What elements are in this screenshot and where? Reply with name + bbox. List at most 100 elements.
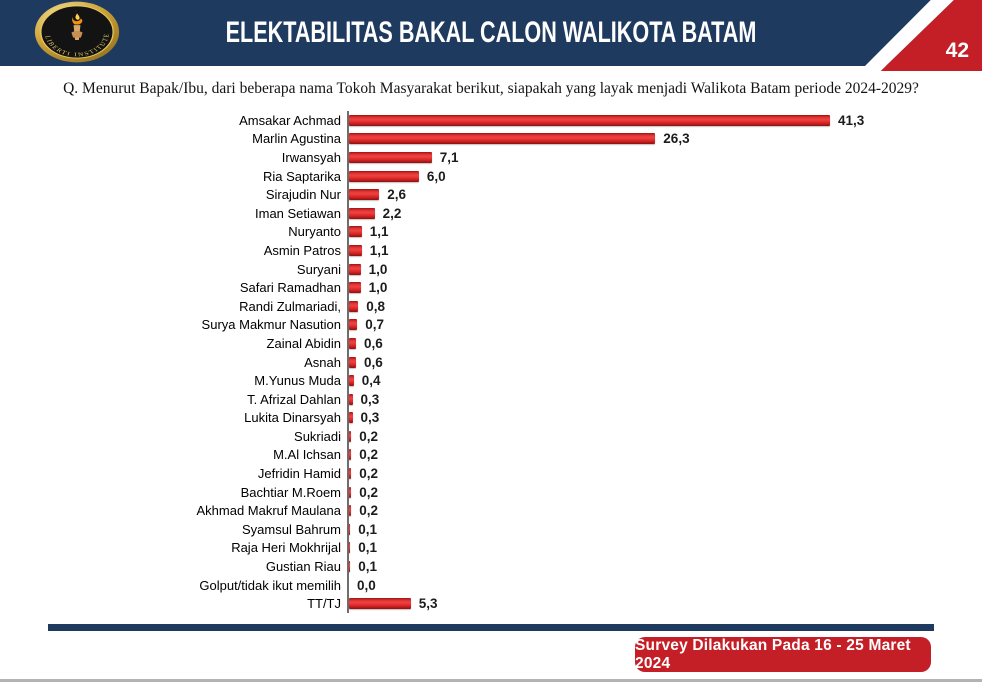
bar-track: 6,0 (347, 166, 982, 186)
bar-track: 0,2 (347, 501, 982, 521)
chart-row: Ria Saptarika 6,0 (0, 166, 982, 186)
category-label: Nuryanto (288, 224, 341, 240)
category-label: Sirajudin Nur (265, 187, 341, 203)
bar (349, 598, 411, 610)
bar-track: 0,6 (347, 352, 982, 372)
category-label: Golput/tidak ikut memilih (199, 577, 341, 593)
category-label: Gustian Riau (265, 559, 341, 575)
category-label: M.Al Ichsan (273, 447, 341, 463)
chart-row: Raja Heri Mokhrijal 0,1 (0, 538, 982, 558)
value-label: 0,1 (358, 521, 377, 537)
category-label: Jefridin Hamid (257, 466, 341, 482)
value-label: 26,3 (663, 131, 690, 147)
chart-row: M.Yunus Muda 0,4 (0, 371, 982, 390)
value-label: 1,1 (369, 224, 389, 240)
chart-row: Randi Zulmariadi, 0,8 (0, 296, 982, 316)
chart-row: Asnah 0,6 (0, 352, 982, 372)
bar (349, 114, 830, 126)
value-label: 1,0 (368, 280, 388, 296)
category-label: Surya Makmur Nasution (201, 317, 341, 333)
value-label: 0,8 (366, 298, 386, 314)
category-label: Lukita Dinarsyah (244, 410, 341, 426)
bar-track: 26,3 (347, 129, 982, 149)
chart-row: Lukita Dinarsyah 0,3 (0, 408, 982, 428)
category-label: Irwansyah (281, 149, 341, 165)
bar-track: 0,3 (347, 389, 982, 409)
category-label: Amsakar Achmad (239, 112, 341, 128)
bar (349, 375, 354, 387)
value-label: 0,2 (359, 484, 379, 500)
value-label: 2,2 (382, 205, 402, 221)
bar (349, 244, 362, 256)
category-label: Safari Ramadhan (239, 280, 341, 296)
chart-row: Amsakar Achmad 41,3 (0, 111, 982, 130)
chart-row: Bachtiar M.Roem 0,2 (0, 482, 982, 502)
value-label: 0,4 (361, 373, 381, 389)
value-label: 0,1 (358, 540, 377, 556)
bar (349, 133, 656, 145)
category-label: Marlin Agustina (252, 131, 341, 147)
chart-row: Asmin Patros 1,1 (0, 241, 982, 260)
header-banner (0, 0, 982, 66)
category-label: Asmin Patros (263, 242, 341, 258)
value-label: 1,1 (369, 242, 389, 258)
chart-row: Surya Makmur Nasution 0,7 (0, 315, 982, 335)
chart-row: TT/TJ 5,3 (0, 594, 982, 614)
chart-row: Suryani 1,0 (0, 259, 982, 279)
value-label: 0,1 (358, 559, 377, 575)
value-label: 0,2 (359, 503, 379, 519)
category-label: Sukriadi (294, 428, 341, 444)
chart-row: Iman Setiawan 2,2 (0, 203, 982, 223)
bar-track: 0,7 (347, 315, 982, 335)
bar (349, 356, 356, 368)
page-title: ELEKTABILITAS BAKAL CALON WALIKOTA BATAM (225, 16, 757, 49)
value-label: 7,1 (439, 149, 459, 165)
value-label: 2,6 (387, 187, 407, 203)
chart-row: Nuryanto 1,1 (0, 222, 982, 242)
bar-track: 0,4 (347, 371, 982, 390)
bar (349, 319, 358, 331)
value-label: 0,0 (357, 577, 376, 593)
bar-track: 5,3 (347, 594, 982, 614)
bar (349, 189, 380, 201)
chart-row: Sukriadi 0,2 (0, 427, 982, 446)
bar (349, 207, 375, 219)
chart-row: Marlin Agustina 26,3 (0, 129, 982, 149)
header: 42 LIBERTI INST (0, 0, 982, 72)
chart-row: Jefridin Hamid 0,2 (0, 464, 982, 483)
chart-row: T. Afrizal Dahlan 0,3 (0, 389, 982, 409)
bar-track: 0,2 (347, 427, 982, 446)
bar (349, 263, 361, 275)
survey-date-badge: Survey Dilakukan Pada 16 - 25 Maret 2024 (635, 637, 931, 672)
bar-track: 1,1 (347, 241, 982, 260)
bar-track: 1,0 (347, 259, 982, 279)
bar-track: 2,6 (347, 185, 982, 204)
bar-track: 41,3 (347, 111, 982, 130)
category-label: T. Afrizal Dahlan (247, 391, 341, 407)
bar-track: 0,2 (347, 482, 982, 502)
chart-row: Safari Ramadhan 1,0 (0, 278, 982, 297)
chart-row: Golput/tidak ikut memilih 0,0 (0, 575, 982, 595)
bar (349, 337, 356, 349)
bar (349, 542, 351, 554)
value-label: 0,6 (364, 354, 383, 370)
value-label: 0,2 (359, 428, 379, 444)
value-label: 41,3 (838, 112, 865, 128)
bar-track: 0,8 (347, 296, 982, 316)
bar-track: 1,0 (347, 278, 982, 297)
value-label: 0,3 (360, 391, 380, 407)
corner-ribbon: 42 (860, 0, 982, 71)
bar (349, 282, 361, 294)
value-label: 0,7 (365, 317, 384, 333)
category-label: Akhmad Makruf Maulana (196, 503, 341, 519)
chart-row: Akhmad Makruf Maulana 0,2 (0, 501, 982, 521)
bar (349, 561, 351, 573)
chart-row: Syamsul Bahrum 0,1 (0, 520, 982, 539)
category-label: Raja Heri Mokhrijal (231, 540, 341, 556)
bar (349, 170, 419, 182)
bar-chart: Amsakar Achmad 41,3 Marlin Agustina 26,3… (0, 111, 982, 614)
bar-track: 1,1 (347, 222, 982, 242)
category-label: Iman Setiawan (255, 205, 341, 221)
value-label: 0,2 (359, 447, 379, 463)
